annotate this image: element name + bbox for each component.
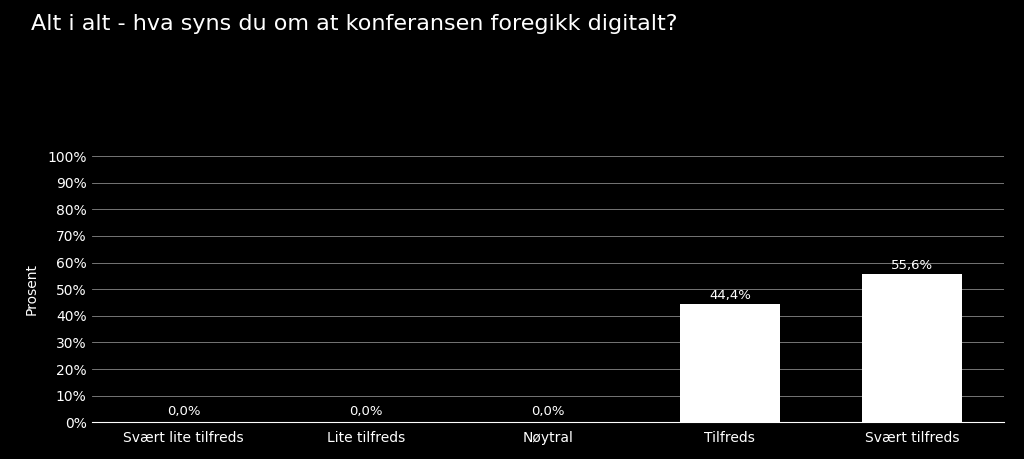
Text: 0,0%: 0,0% (167, 405, 201, 418)
Bar (862, 274, 963, 422)
Bar (680, 304, 780, 422)
Text: 55,6%: 55,6% (891, 259, 933, 272)
Text: 44,4%: 44,4% (709, 289, 751, 302)
Text: 0,0%: 0,0% (349, 405, 383, 418)
Y-axis label: Prosent: Prosent (25, 263, 39, 315)
Text: Alt i alt - hva syns du om at konferansen foregikk digitalt?: Alt i alt - hva syns du om at konferanse… (31, 14, 677, 34)
Text: 0,0%: 0,0% (531, 405, 564, 418)
